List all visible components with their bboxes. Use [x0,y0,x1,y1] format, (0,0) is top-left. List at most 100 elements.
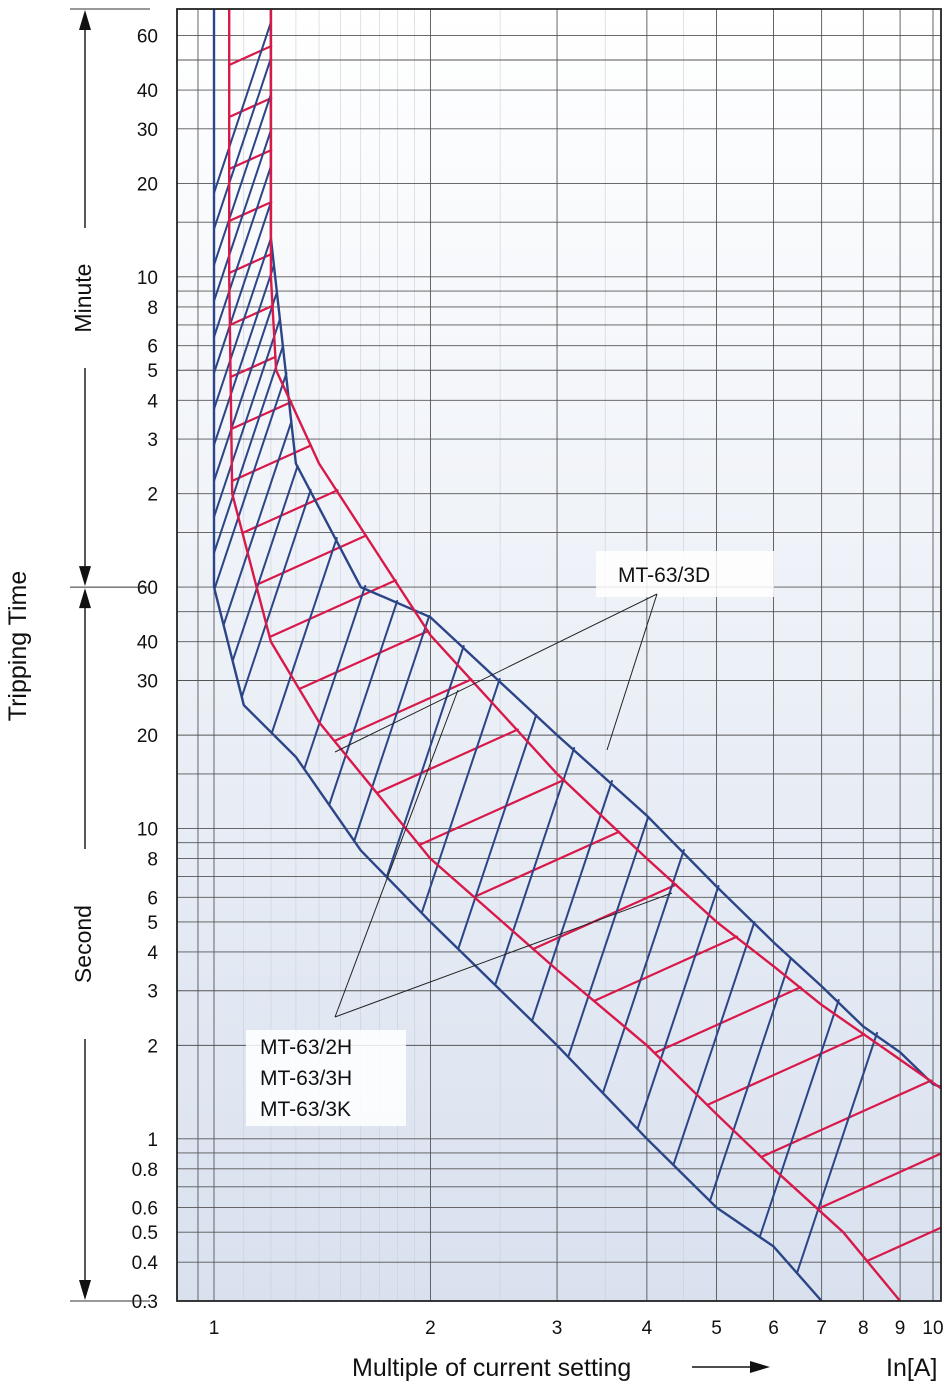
hatch-line [240,489,312,698]
y-tick-label: 10 [137,268,158,289]
hatch-line [494,747,576,986]
hatch-line [385,645,465,878]
hatch-line [230,444,313,483]
hatch-line [457,714,538,950]
annotation-box-3d [596,551,774,597]
y-tick-label: 1 [147,1130,158,1151]
y-tick-label: 0.8 [132,1160,158,1181]
hatch-line [567,816,650,1058]
hatch-line [213,264,275,446]
y-tick-label: 4 [147,943,158,964]
y-tick-label: 6 [147,337,158,358]
y-tick-label: 2 [147,1036,158,1057]
hatch-line [231,465,299,662]
hatch-line [228,304,274,327]
hatch-line [228,96,273,119]
y-tick-label: 0.3 [132,1292,158,1313]
leader-line [334,593,658,753]
hatch-line [230,400,293,431]
hatch-line [418,778,566,847]
y-tick-label: 60 [137,26,158,47]
hatch-line [375,728,519,795]
hatch-line [213,345,284,554]
hatch-line [353,615,431,842]
y-tick-label: 30 [137,671,158,692]
hatch-line [228,44,273,67]
hatch-line [601,849,685,1094]
hatch-line [758,999,840,1238]
hatch-line [270,537,338,734]
hatch-line [213,372,288,590]
annotation-h-label: MT-63/2H [260,1036,352,1059]
hatch-line [268,579,397,639]
hatch-line [213,318,281,518]
arrow-up-icon [79,588,91,609]
y-tick-label: 8 [147,298,158,319]
hatch-line [760,1079,933,1159]
hatch-line [213,291,278,482]
band-label-minute: Minute [70,264,96,333]
hatch-line [865,1226,941,1263]
x-tick-label: 1 [209,1318,220,1339]
annotation-3d-label: MT-63/3D [618,564,710,587]
hatch-line [473,830,621,899]
x-tick-label: 4 [642,1318,653,1339]
hatch-line [816,1152,941,1211]
hatch-line [255,534,368,587]
x-tick-label: 10 [922,1318,943,1339]
annotation-box-h [246,1030,406,1126]
y-tick-label: 10 [137,820,158,841]
x-tick-label: 6 [768,1318,779,1339]
hatch-line [213,129,272,302]
x-tick-label: 8 [858,1318,869,1339]
hatch-line [213,21,272,194]
x-tick-label: 9 [895,1318,906,1339]
arrow-right-icon [750,1361,770,1373]
hatch-line [213,201,272,374]
hatch-line [303,585,367,770]
arrow-down-icon [79,566,91,587]
x-tick-label: 3 [552,1318,563,1339]
hatch-line [213,57,272,230]
y-tick-label: 0.4 [132,1253,159,1274]
x-tick-label: 2 [425,1318,436,1339]
hatch-line [328,600,399,806]
leader-line [334,892,673,1018]
y-axis-title: Tripping Time [4,571,32,722]
band-label-second: Second [70,905,96,983]
hatch-line [228,201,273,223]
y-tick-label: 3 [147,430,158,451]
x-axis-title: Multiple of current setting [352,1354,631,1382]
y-tick-label: 20 [137,174,158,195]
x-tick-label: 5 [711,1318,722,1339]
y-tick-label: 40 [137,81,158,102]
plot-frame [176,8,942,1302]
y-tick-label: 60 [137,578,158,599]
hatch-line [213,93,272,266]
hatch-line [298,629,430,691]
x-axis-unit: In[A] [886,1354,937,1382]
leader-line [606,593,658,751]
y-tick-label: 4 [147,391,158,412]
leader-line [334,689,459,1018]
y-tick-label: 20 [137,726,158,747]
curve-lower [228,9,902,1301]
y-tick-label: 8 [147,850,158,871]
y-tick-label: 0.6 [132,1199,158,1220]
hatch-line [796,1032,878,1274]
annotation-h-label: MT-63/3H [260,1067,352,1090]
y-tick-label: 5 [147,361,158,382]
y-tick-label: 30 [137,120,158,141]
annotation-h-label: MT-63/3K [260,1098,351,1121]
hatch-line [708,957,792,1202]
y-tick-label: 3 [147,982,158,1003]
arrow-up-icon [79,10,91,30]
hatch-line [420,678,501,914]
x-tick-label: 7 [816,1318,827,1339]
hatch-line [672,921,756,1166]
hatch-line [213,165,272,338]
hatch-line [653,986,802,1055]
hatch-line [531,780,613,1022]
